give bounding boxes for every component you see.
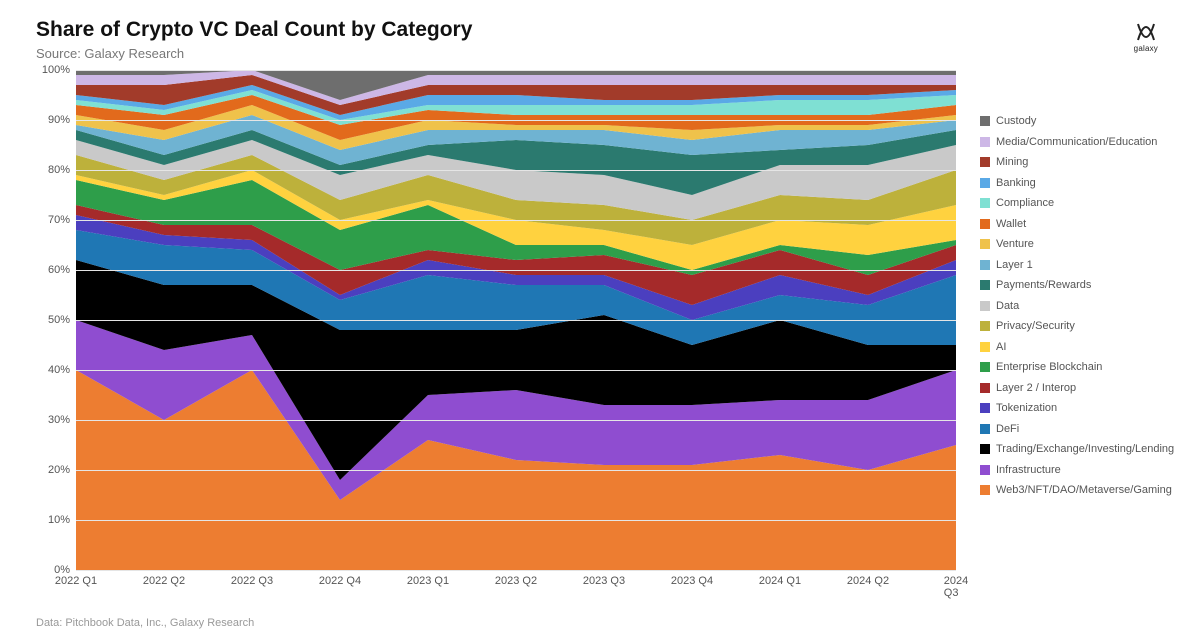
legend-label: Payments/Rewards	[996, 279, 1091, 291]
legend-item-defi: DeFi	[980, 423, 1180, 435]
legend: Custody Media/Communication/Education Mini…	[980, 115, 1180, 505]
galaxy-logo-word: galaxy	[1134, 44, 1158, 53]
legend-item-data: Data	[980, 300, 1180, 312]
legend-swatch	[980, 465, 990, 475]
x-axis-label: 2024 Q1	[759, 575, 801, 587]
y-axis-label: 80%	[36, 164, 70, 176]
legend-swatch	[980, 178, 990, 188]
plot-area: 0%10%20%30%40%50%60%70%80%90%100%2022 Q1…	[36, 70, 956, 570]
legend-swatch	[980, 485, 990, 495]
y-axis-label: 70%	[36, 214, 70, 226]
y-axis-label: 10%	[36, 514, 70, 526]
legend-label: Banking	[996, 177, 1036, 189]
legend-item-web3: Web3/NFT/DAO/Metaverse/Gaming	[980, 484, 1180, 496]
legend-label: Compliance	[996, 197, 1054, 209]
legend-label: AI	[996, 341, 1006, 353]
legend-swatch	[980, 424, 990, 434]
legend-label: Custody	[996, 115, 1036, 127]
y-gridline	[76, 270, 956, 271]
legend-item-infrastructure: Infrastructure	[980, 464, 1180, 476]
y-gridline	[76, 420, 956, 421]
y-gridline	[76, 70, 956, 71]
y-gridline	[76, 120, 956, 121]
y-gridline	[76, 470, 956, 471]
y-gridline	[76, 220, 956, 221]
legend-label: Infrastructure	[996, 464, 1061, 476]
legend-item-trading: Trading/Exchange/Investing/Lending	[980, 443, 1180, 455]
galaxy-logo-icon	[1135, 22, 1157, 42]
legend-label: Wallet	[996, 218, 1026, 230]
legend-item-media: Media/Communication/Education	[980, 136, 1180, 148]
x-axis-label: 2022 Q4	[319, 575, 361, 587]
legend-swatch	[980, 260, 990, 270]
legend-swatch	[980, 444, 990, 454]
legend-item-enterprise: Enterprise Blockchain	[980, 361, 1180, 373]
legend-swatch	[980, 116, 990, 126]
galaxy-logo: galaxy	[1134, 22, 1158, 53]
legend-swatch	[980, 137, 990, 147]
legend-item-compliance: Compliance	[980, 197, 1180, 209]
legend-swatch	[980, 219, 990, 229]
legend-label: Venture	[996, 238, 1034, 250]
y-gridline	[76, 320, 956, 321]
x-axis-label: 2022 Q2	[143, 575, 185, 587]
legend-label: Layer 2 / Interop	[996, 382, 1076, 394]
legend-swatch	[980, 342, 990, 352]
y-axis-label: 40%	[36, 364, 70, 376]
y-gridline	[76, 170, 956, 171]
legend-item-privacy: Privacy/Security	[980, 320, 1180, 332]
legend-item-ai: AI	[980, 341, 1180, 353]
legend-label: Trading/Exchange/Investing/Lending	[996, 443, 1174, 455]
x-axis-label: 2022 Q1	[55, 575, 97, 587]
x-axis-label: 2024 Q2	[847, 575, 889, 587]
legend-item-mining: Mining	[980, 156, 1180, 168]
x-axis-label: 2023 Q3	[583, 575, 625, 587]
y-gridline	[76, 370, 956, 371]
legend-item-banking: Banking	[980, 177, 1180, 189]
title-block: Share of Crypto VC Deal Count by Categor…	[36, 18, 472, 61]
legend-label: Privacy/Security	[996, 320, 1075, 332]
legend-swatch	[980, 280, 990, 290]
legend-item-wallet: Wallet	[980, 218, 1180, 230]
chart-footnote: Data: Pitchbook Data, Inc., Galaxy Resea…	[36, 617, 254, 629]
legend-label: DeFi	[996, 423, 1019, 435]
legend-label: Layer 1	[996, 259, 1033, 271]
y-axis-label: 90%	[36, 114, 70, 126]
legend-swatch	[980, 157, 990, 167]
y-axis-label: 30%	[36, 414, 70, 426]
legend-item-custody: Custody	[980, 115, 1180, 127]
chart-source: Source: Galaxy Research	[36, 46, 472, 61]
legend-label: Data	[996, 300, 1019, 312]
legend-label: Web3/NFT/DAO/Metaverse/Gaming	[996, 484, 1172, 496]
legend-label: Tokenization	[996, 402, 1057, 414]
legend-swatch	[980, 239, 990, 249]
y-axis-label: 100%	[36, 64, 70, 76]
y-gridline	[76, 570, 956, 571]
legend-swatch	[980, 383, 990, 393]
legend-label: Media/Communication/Education	[996, 136, 1157, 148]
legend-swatch	[980, 321, 990, 331]
y-axis-label: 50%	[36, 314, 70, 326]
legend-swatch	[980, 362, 990, 372]
legend-item-venture: Venture	[980, 238, 1180, 250]
legend-swatch	[980, 198, 990, 208]
x-axis-label: 2023 Q4	[671, 575, 713, 587]
y-axis-label: 60%	[36, 264, 70, 276]
chart-title: Share of Crypto VC Deal Count by Categor…	[36, 18, 472, 42]
x-axis-label: 2024 Q3	[944, 575, 968, 599]
legend-item-tokenization: Tokenization	[980, 402, 1180, 414]
x-axis-label: 2022 Q3	[231, 575, 273, 587]
legend-label: Mining	[996, 156, 1028, 168]
y-axis-label: 20%	[36, 464, 70, 476]
legend-item-layer1: Layer 1	[980, 259, 1180, 271]
legend-item-payments: Payments/Rewards	[980, 279, 1180, 291]
x-axis-label: 2023 Q1	[407, 575, 449, 587]
y-gridline	[76, 520, 956, 521]
legend-swatch	[980, 301, 990, 311]
legend-swatch	[980, 403, 990, 413]
chart-area: 0%10%20%30%40%50%60%70%80%90%100%2022 Q1…	[36, 70, 956, 605]
legend-item-layer2: Layer 2 / Interop	[980, 382, 1180, 394]
x-axis-label: 2023 Q2	[495, 575, 537, 587]
legend-label: Enterprise Blockchain	[996, 361, 1102, 373]
